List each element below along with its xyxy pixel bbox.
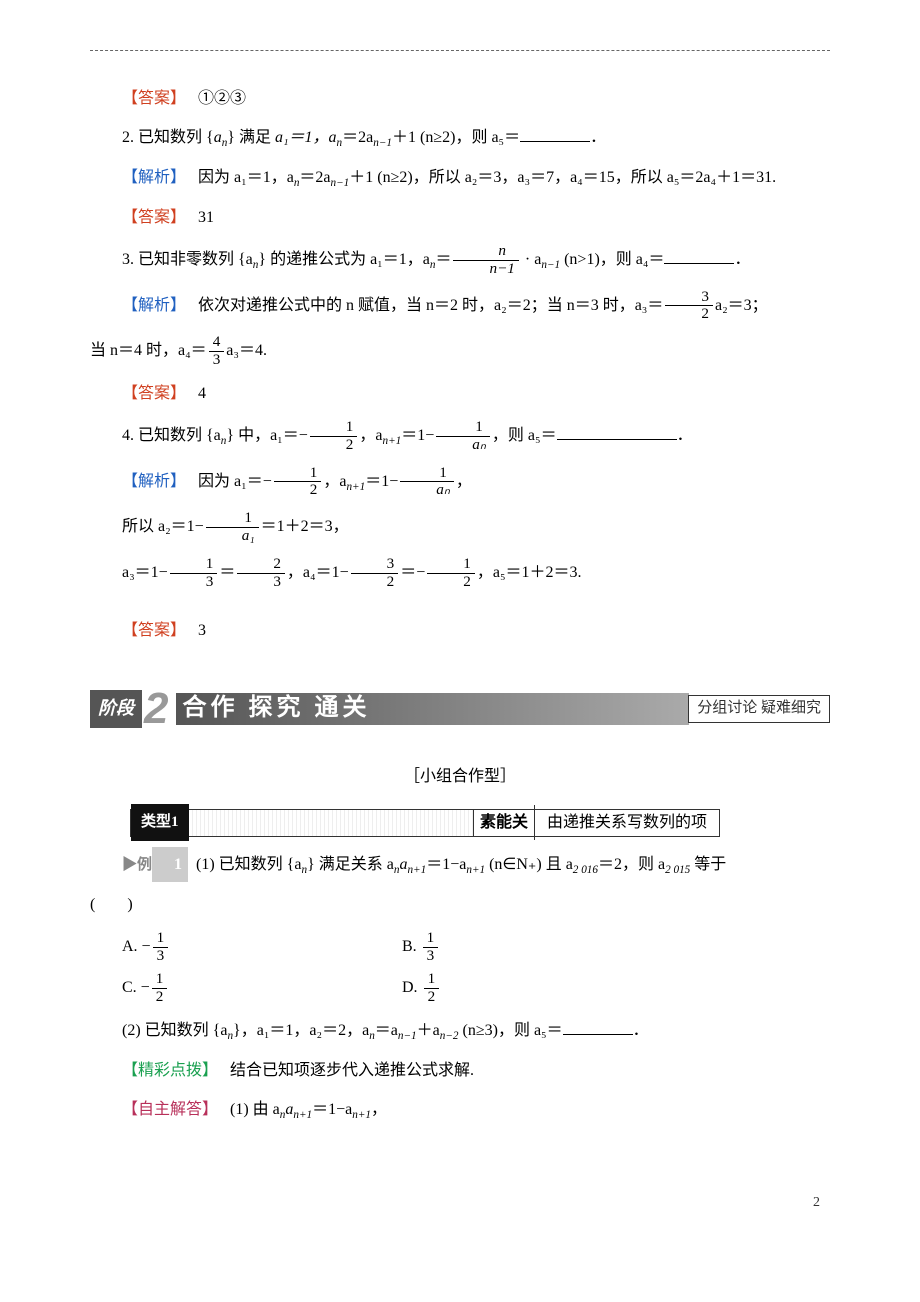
ex1-paren: ( ) [90,887,830,922]
q3-stem: 3. 已知非零数列 {an} 的递推公式为 a₁＝1，an＝nn−1 · an−… [90,239,830,281]
q3-answer-line: 【答案】 4 [90,376,830,411]
q4-blank [557,424,677,440]
top-divider [90,50,830,51]
ex1-options: A. −13 B. 13 C. −12 D. 12 [122,926,830,1009]
option-c: C. −12 [122,967,402,1009]
example-tag: ▶例 [106,849,152,882]
section-header: 阶段 2 合作 探究 通关 分组讨论 疑难细究 [90,689,830,729]
section-title: 合作 探究 通关 [176,682,370,735]
type-key: 素能关 [474,805,535,840]
section-left: 阶段 2 [90,689,176,729]
ex1-point: 【精彩点拨】 结合已知项逐步代入递推公式求解. [90,1053,830,1088]
option-d: D. 12 [402,967,682,1009]
ex1-q1: ▶例1 (1) 已知数列 {an} 满足关系 anan+1＝1−an+1 (n∈… [90,847,830,883]
q2-stem: 2. 已知数列 {an} 满足 a₁＝1，an＝2an−1＋1 (n≥2)，则 … [90,120,830,156]
page-number: 2 [90,1188,830,1219]
q1-answer-line: 【答案】 ①②③ [90,81,830,116]
answer-tag: 【答案】 [122,622,186,639]
analysis-tag: 【解析】 [122,169,186,186]
q2-blank [520,126,590,142]
analysis-tag: 【解析】 [122,473,186,490]
option-b: B. 13 [402,926,682,968]
q3-analysis-2: 当 n＝4 时，a₄＝43a₃＝4. [90,330,830,372]
type-mid [189,810,474,836]
ex1-self: 【自主解答】 (1) 由 anan+1＝1−an+1， [90,1092,830,1128]
q3-blank [664,248,734,264]
q4-answer-line: 【答案】 3 [90,613,830,648]
answer-tag: 【答案】 [122,90,186,107]
fraction: 32 [351,556,399,590]
q2-answer: 31 [198,209,214,226]
ex1-q2: (2) 已知数列 {an}，a₁＝1，a₂＝2，an＝an−1＋an−2 (n≥… [90,1013,830,1049]
q3-answer: 4 [198,385,206,402]
section-tag: 阶段 [90,690,142,728]
q4-analysis-3: a₃＝1−13＝23，a₄＝1−32＝−12，a₅＝1＋2＝3. [90,552,830,594]
fraction: nn−1 [453,243,518,277]
ex1-q2-blank [563,1019,633,1035]
self-tag: 【自主解答】 [122,1101,218,1118]
section-number: 2 [144,687,168,731]
q3-analysis-1: 【解析】 依次对递推公式中的 n 赋值，当 n＝2 时，a₂＝2；当 n＝3 时… [90,285,830,327]
fraction: 43 [209,334,225,368]
q2-analysis: 【解析】 因为 a₁＝1，an＝2an−1＋1 (n≥2)，所以 a₂＝3，a₃… [90,160,830,196]
analysis-tag: 【解析】 [122,297,186,314]
q4-stem: 4. 已知数列 {an} 中，a₁＝−12，an+1＝1−1aₙ，则 a₅＝． [90,415,830,457]
fraction: 1aₙ [400,465,454,499]
q4-analysis-2: 所以 a₂＝1−1a₁＝1＋2＝3， [90,506,830,548]
answer-tag: 【答案】 [122,209,186,226]
section-bar: 合作 探究 通关 [176,693,689,725]
point-tag: 【精彩点拨】 [122,1062,218,1079]
type-tag: 类型1 [131,804,189,841]
type-row: 类型1 素能关 由递推关系写数列的项 [130,809,720,837]
answer-tag: 【答案】 [122,385,186,402]
fraction: 32 [665,289,713,323]
q4-analysis-1: 【解析】 因为 a₁＝−12，an+1＝1−1aₙ， [90,461,830,503]
option-a: A. −13 [122,926,402,968]
q2-answer-line: 【答案】 31 [90,200,830,235]
group-label: ［小组合作型］ [90,759,830,794]
fraction: 1a₁ [206,510,259,544]
example-num: 1 [152,847,188,882]
q1-answer: ①②③ [198,90,246,107]
fraction: 13 [170,556,218,590]
section-subtitle: 分组讨论 疑难细究 [688,695,830,723]
fraction: 12 [310,419,358,453]
fraction: 12 [274,465,322,499]
type-desc: 由递推关系写数列的项 [535,805,719,840]
fraction: 1aₙ [436,419,490,453]
fraction: 23 [237,556,285,590]
q4-answer: 3 [198,622,206,639]
fraction: 12 [427,556,475,590]
